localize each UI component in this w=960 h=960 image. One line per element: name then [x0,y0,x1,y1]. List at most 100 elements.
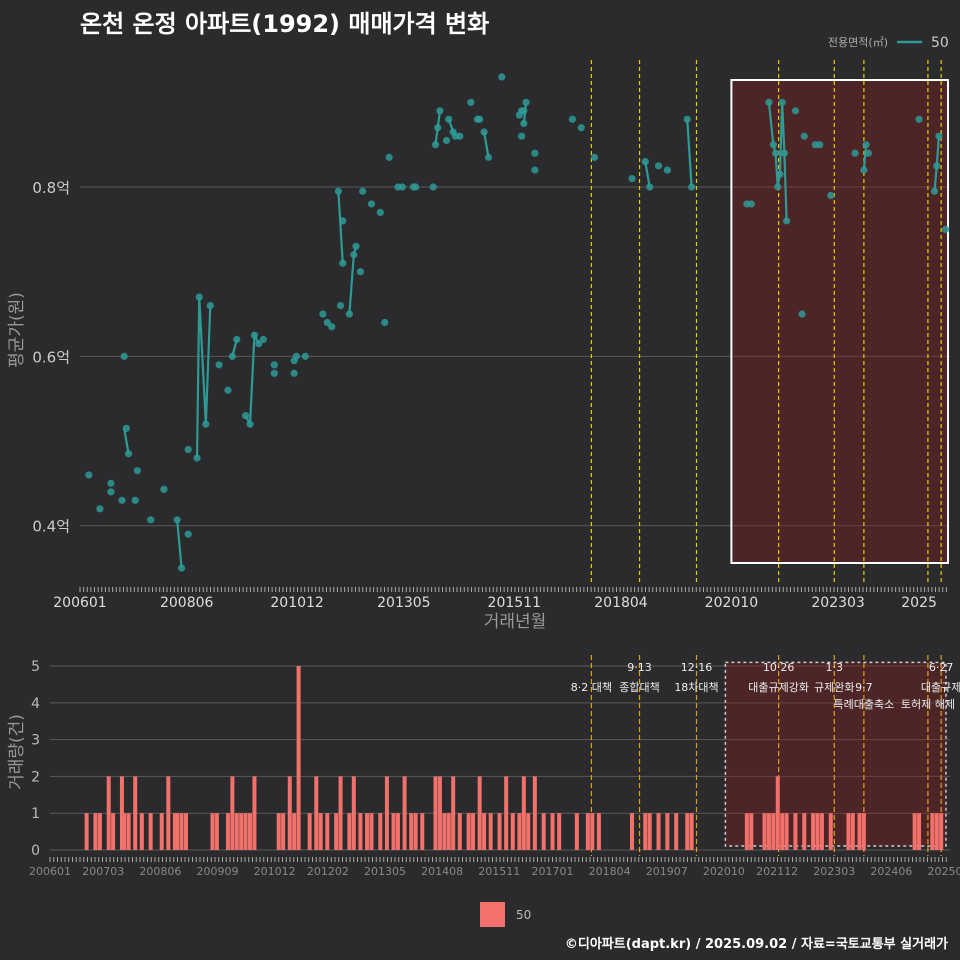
price-point [339,217,347,225]
volume-bar [442,813,447,850]
price-point [531,149,539,157]
volume-bar [365,813,370,850]
volume-bar [771,813,776,850]
volume-bar [325,813,330,850]
price-point [290,369,298,377]
price-x-tick-label: 201511 [488,595,541,611]
volume-bar [111,813,116,850]
volume-y-tick-label: 5 [31,659,40,675]
policy-annotation: 대출규제 [921,681,960,694]
price-point [120,352,128,360]
price-point [398,183,406,191]
volume-bar [351,776,356,850]
price-point [224,386,232,394]
volume-bar [175,813,180,850]
volume-bar [819,813,824,850]
policy-annotation: 8·2 대책 [571,681,612,694]
volume-x-tick-label: 201408 [421,865,463,878]
volume-bar [93,813,98,850]
price-point [334,187,342,195]
volume-bar [585,813,590,850]
volume-bar [183,813,188,850]
price-point [206,301,214,310]
credit-text: ©디아파트(dapt.kr) / 2025.09.02 / 자료=국토교통부 실… [564,937,948,952]
volume-bar [685,813,690,850]
volume-x-tick-label: 200806 [139,865,181,878]
price-point [941,225,950,233]
volume-bar [338,776,343,850]
volume-bar [574,813,579,850]
volume-y-tick-label: 0 [31,843,40,859]
volume-bar [133,776,138,850]
volume-highlight-box [724,661,947,847]
price-point [228,352,236,360]
price-point [864,149,872,157]
price-point [663,166,671,174]
volume-x-tick-label: 201305 [364,865,406,878]
price-point [476,115,484,123]
legend-label: 50 [931,35,949,51]
volume-bar [409,813,414,850]
policy-annotation: 9·7 [855,681,873,694]
volume-x-tick-label: 202406 [870,865,912,878]
volume-bar [369,813,374,850]
price-point [520,107,528,115]
volume-bar [239,813,244,850]
volume-bar [780,813,785,850]
price-point [412,183,420,191]
price-point [184,530,192,538]
price-point [352,242,360,250]
price-highlight-box [730,79,949,564]
volume-bar [243,813,248,850]
volume-bar [395,813,400,850]
volume-bar [477,776,482,850]
volume-y-tick-label: 2 [31,769,40,785]
price-point [860,166,868,174]
volume-bar [744,813,749,850]
price-point [518,132,526,140]
price-point [107,488,115,496]
price-point [774,183,782,191]
price-series-line [337,191,344,264]
price-point [590,153,599,161]
price-series-line [176,519,183,569]
volume-bar [912,813,917,850]
price-point [376,208,384,217]
volume-bar [318,813,323,850]
volume-y-tick-label: 3 [31,733,40,749]
price-point [778,98,786,106]
price-point [780,149,788,157]
volume-bar [276,813,281,850]
policy-annotation: 특례대출축소 [834,698,895,711]
policy-annotation: 종합대책 [619,681,659,694]
price-y-tick-label: 0.8억 [32,179,70,197]
price-point [85,471,93,479]
price-point [328,323,336,331]
volume-bar [784,813,789,850]
volume-y-axis-title: 거래량(건) [7,714,27,790]
price-point [683,115,691,123]
price-point [345,310,353,318]
legend-title: 전용면적(㎡) [828,36,888,49]
volume-bar [347,813,352,850]
price-series-line [862,144,868,171]
price-point [336,301,345,310]
price-point [782,217,791,225]
policy-annotation: 1·3 [826,661,844,674]
policy-annotation: 10·26 [763,661,795,674]
price-point [160,485,168,493]
price-point [431,141,440,149]
price-point [568,115,577,123]
volume-bar [811,813,816,850]
price-point [107,479,115,487]
price-point [242,412,250,420]
policy-annotation: 토허제 해제 [901,697,955,711]
volume-bar [471,813,476,850]
price-point [851,149,859,157]
volume-bar [292,813,297,850]
volume-x-tick-label: 200703 [82,865,124,878]
price-x-tick-label: 201012 [270,595,323,611]
volume-bar [166,776,171,850]
volume-bar [510,813,515,850]
volume-bar [281,813,286,850]
